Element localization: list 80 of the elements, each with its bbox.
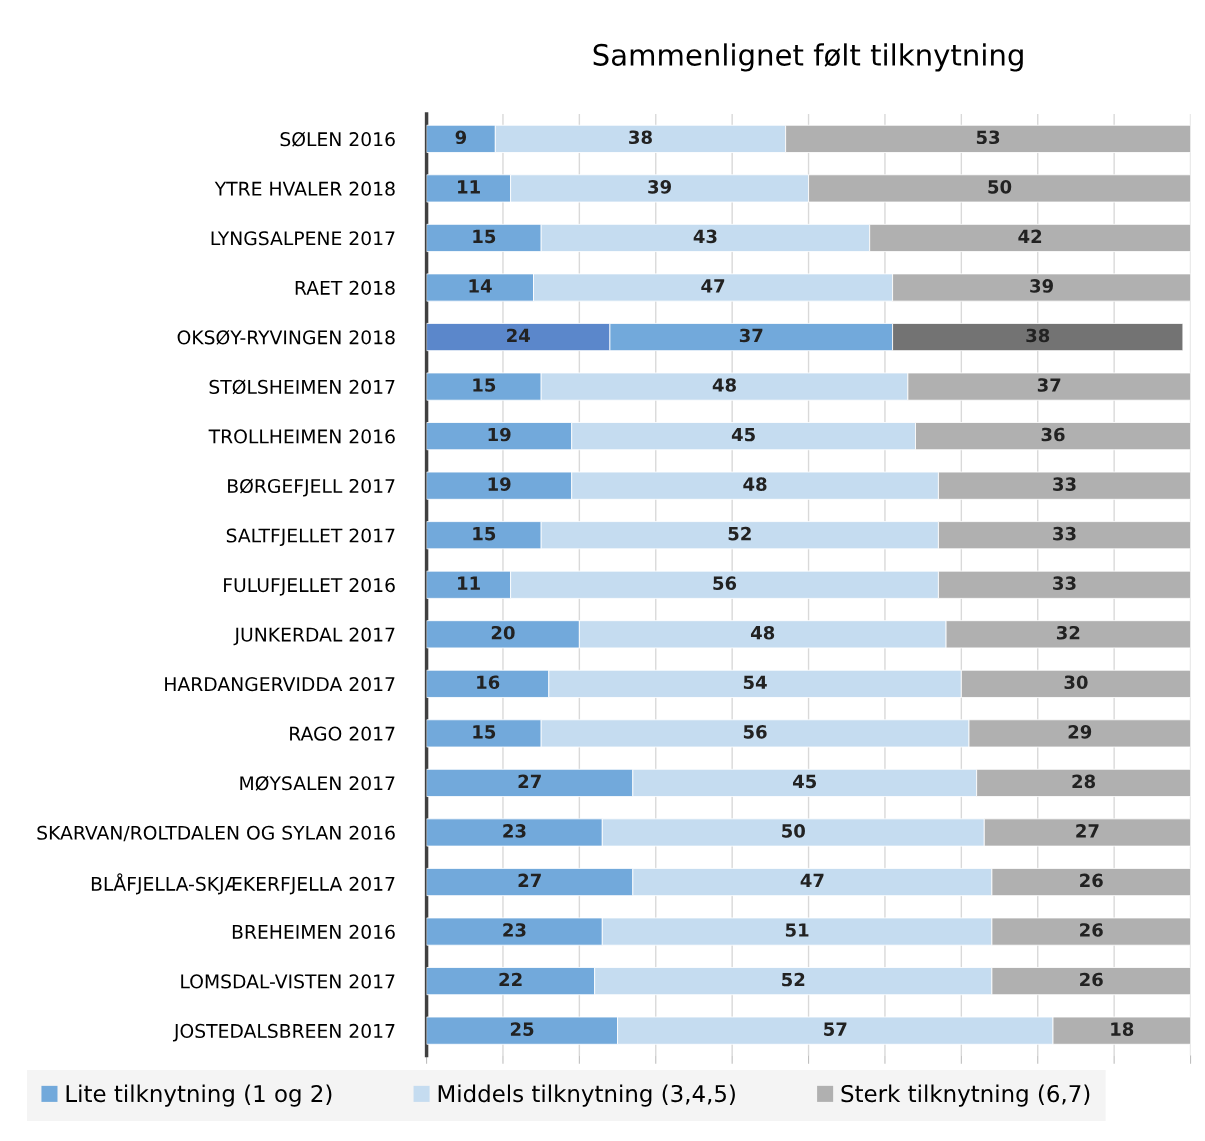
data-label: 15 <box>473 725 496 739</box>
data-label: 50 <box>988 180 1012 194</box>
data-label: 23 <box>503 824 526 838</box>
data-label: 38 <box>1026 328 1050 343</box>
y-tick-label: JOSTEDALSBREEN 2017 <box>172 1023 395 1042</box>
data-label: 54 <box>743 675 767 690</box>
data-label: 11 <box>458 180 480 194</box>
y-tick-label: RAET 2018 <box>295 280 395 295</box>
data-label: 52 <box>782 972 805 987</box>
data-label: 48 <box>743 477 767 491</box>
data-label: 19 <box>488 427 511 442</box>
data-label: 29 <box>1068 724 1092 739</box>
data-label: 52 <box>728 526 751 541</box>
y-tick-label: SKARVAN/ROLTDALEN OG SYLAN 2016 <box>37 825 395 842</box>
y-tick-label: OKSØY-RYVINGEN 2018 <box>177 329 395 345</box>
data-label: 39 <box>648 180 671 194</box>
data-label: 24 <box>507 328 530 343</box>
data-label: 19 <box>488 477 511 491</box>
y-tick-label: BREHEIMEN 2016 <box>232 924 395 939</box>
y-tick-label: FULUFJELLET 2016 <box>224 577 395 596</box>
data-label: 36 <box>1041 427 1065 442</box>
data-label: 57 <box>824 1022 847 1036</box>
legend-label: Middels tilknytning (3,4,5) <box>438 1084 735 1107</box>
data-label: 48 <box>712 378 736 392</box>
y-tick-label: HARDANGERVIDDA 2017 <box>165 677 395 692</box>
y-tick-label: SØLEN 2016 <box>280 131 395 147</box>
y-tick-label: SALTFJELLET 2017 <box>226 528 395 547</box>
data-label: 22 <box>499 972 522 987</box>
y-tick-label: RAGO 2017 <box>290 726 395 741</box>
data-label: 33 <box>1053 576 1076 590</box>
data-label: 15 <box>473 527 496 541</box>
data-label: 28 <box>1072 774 1096 789</box>
legend-label: Sterk tilknytning (6,7) <box>841 1084 1090 1107</box>
legend-label: Lite tilknytning (1 og 2) <box>66 1084 332 1107</box>
y-tick-label: TROLLHEIMEN 2016 <box>208 429 395 444</box>
data-label: 15 <box>473 229 496 244</box>
y-tick-label: BØRGEFJELL 2017 <box>228 478 395 497</box>
data-label: 20 <box>491 625 515 640</box>
data-label: 27 <box>1076 824 1099 838</box>
data-label: 37 <box>1037 378 1061 392</box>
data-label: 48 <box>750 625 775 640</box>
data-label: 26 <box>1080 873 1103 888</box>
y-tick-label: MØYSALEN 2017 <box>240 775 395 791</box>
data-label: 51 <box>785 923 809 937</box>
data-label: 33 <box>1053 526 1076 541</box>
data-label: 37 <box>739 328 763 343</box>
y-tick-label: JUNKERDAL 2017 <box>233 627 395 646</box>
data-label: 50 <box>782 824 805 838</box>
data-label: 30 <box>1064 675 1088 690</box>
data-label: 26 <box>1080 972 1103 987</box>
y-tick-label: STØLSHEIMEN 2017 <box>209 379 395 395</box>
data-label: 9 <box>455 130 467 145</box>
data-label: 38 <box>629 130 652 145</box>
data-label: 47 <box>701 279 725 293</box>
data-label: 56 <box>743 724 767 739</box>
data-label: 43 <box>693 229 717 244</box>
data-label: 25 <box>510 1022 534 1036</box>
data-label: 14 <box>469 279 492 293</box>
y-tick-label: BLÅFJELLA-SKJÆKERFJELLA 2017 <box>91 873 395 895</box>
data-label: 39 <box>1030 279 1053 293</box>
chart-title: Sammenlignet følt tilknytning <box>593 43 1023 72</box>
data-label: 32 <box>1056 625 1080 640</box>
data-label: 27 <box>518 873 541 888</box>
data-label: 33 <box>1053 477 1076 491</box>
y-tick-label: LOMSDAL-VISTEN 2017 <box>181 974 395 989</box>
data-label: 27 <box>518 774 541 788</box>
data-label: 45 <box>792 774 817 789</box>
data-label: 16 <box>477 675 500 690</box>
data-label: 42 <box>1018 229 1042 243</box>
data-label: 18 <box>1111 1022 1134 1036</box>
data-label: 11 <box>458 576 480 590</box>
data-label: 26 <box>1080 923 1103 937</box>
data-label: 56 <box>713 576 737 590</box>
data-label: 45 <box>731 427 755 442</box>
data-label: 23 <box>503 923 526 937</box>
y-tick-label: YTRE HVALER 2018 <box>214 181 395 196</box>
y-tick-label: LYNGSALPENE 2017 <box>211 231 395 246</box>
data-label: 15 <box>473 378 496 392</box>
data-label: 47 <box>800 873 824 888</box>
data-label: 53 <box>976 130 1000 145</box>
